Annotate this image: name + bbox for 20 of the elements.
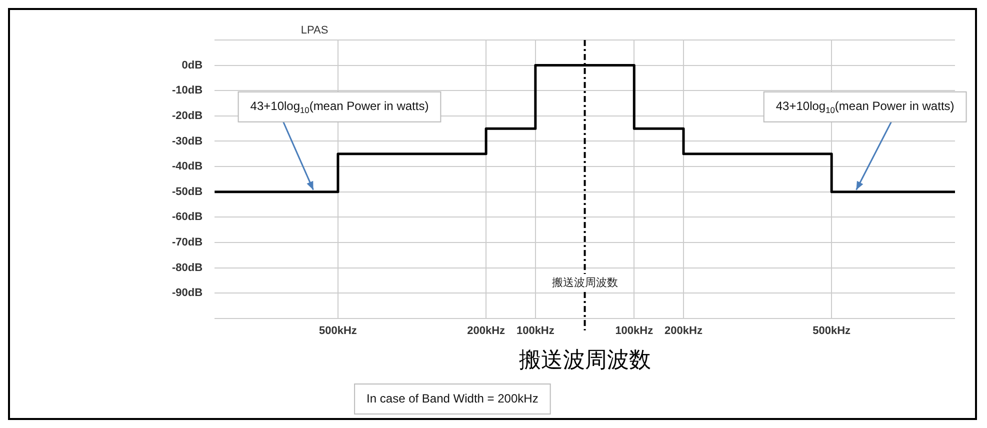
y-tick-label: -80dB <box>172 262 203 274</box>
x-tick-label: 500kHz <box>319 325 358 338</box>
x-tick-label: 100kHz <box>516 325 555 338</box>
x-tick-label: 100kHz <box>615 325 654 338</box>
y-tick-label: -20dB <box>172 110 203 122</box>
chart-title: LPAS <box>300 24 328 37</box>
x-tick-label: 500kHz <box>812 325 852 338</box>
x-axis-title: 搬送波周波数 <box>518 346 651 372</box>
y-tick-label: -70dB <box>172 236 203 249</box>
x-tick-label: 200kHz <box>664 325 703 338</box>
y-tick-label: -10dB <box>172 84 203 97</box>
y-tick-label: -50dB <box>172 186 203 198</box>
y-tick-label: -30dB <box>172 135 203 148</box>
y-tick-label: 0dB <box>182 59 203 72</box>
text: In case of Band Width = 200kHz <box>366 391 538 406</box>
y-tick-label: -40dB <box>172 160 203 173</box>
y-tick-label: -60dB <box>172 211 203 224</box>
x-tick-label: 200kHz <box>467 325 506 338</box>
ref-line-label: 搬送波周波数 <box>552 276 618 289</box>
y-tick-label: -90dB <box>172 287 203 300</box>
